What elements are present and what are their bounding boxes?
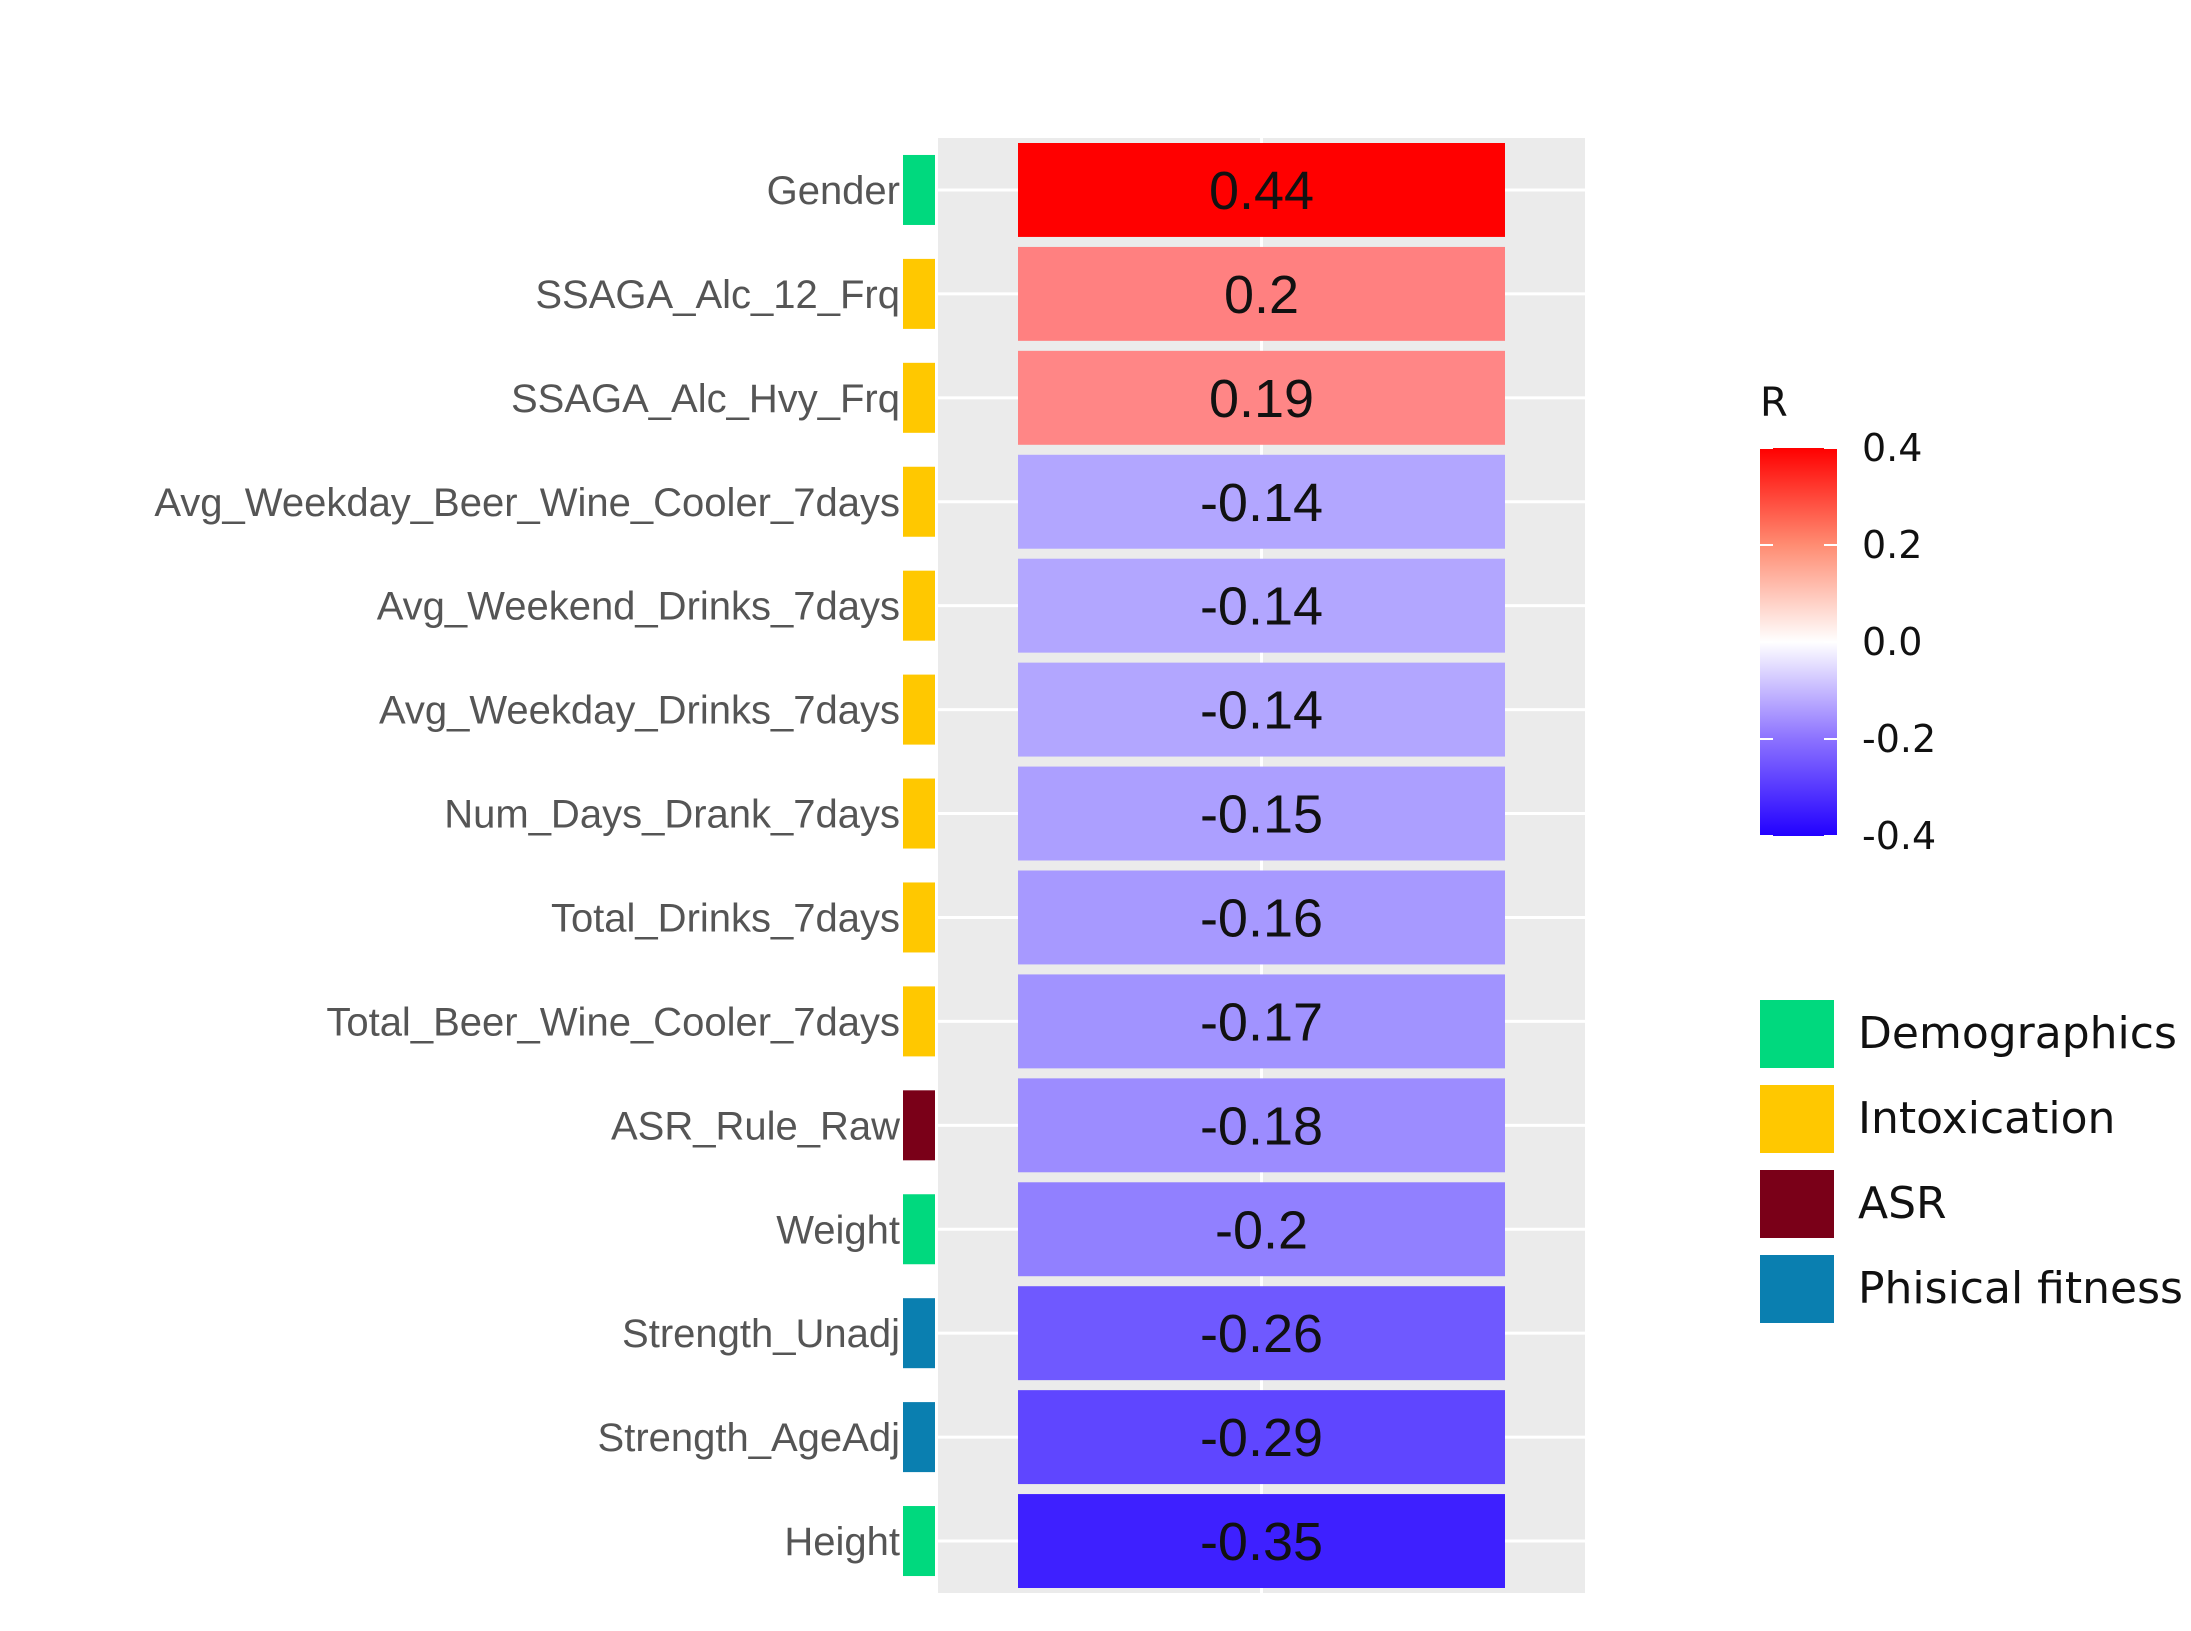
- color-scale-tick-label: 0.2: [1862, 523, 1922, 567]
- cell-value-label: -0.18: [1200, 1096, 1323, 1156]
- category-strip: [903, 1506, 935, 1577]
- row-label: Total_Drinks_7days: [551, 896, 900, 940]
- category-strip: [903, 1402, 935, 1473]
- category-strip: [903, 778, 935, 849]
- cell-value-label: 0.44: [1209, 161, 1314, 221]
- color-scale-ticks: 0.4 0.2 0.0 -0.2 -0.4: [1760, 426, 1936, 858]
- cell-value-label: 0.19: [1209, 369, 1314, 429]
- row-label: Strength_AgeAdj: [598, 1416, 900, 1460]
- heatmap-cell: [1018, 1390, 1505, 1485]
- category-legend-label: Phisical fitness: [1858, 1263, 2183, 1314]
- color-scale-title: R: [1760, 380, 1788, 426]
- category-legend-label: Intoxication: [1858, 1093, 2115, 1144]
- row-label: Height: [784, 1520, 900, 1564]
- heatmap-cell: [1018, 246, 1505, 341]
- heatmap-cell: [1018, 974, 1505, 1069]
- heatmap-cell: [1018, 766, 1505, 861]
- category-legend-swatch: [1760, 1170, 1834, 1238]
- color-scale-tick-label: 0.4: [1862, 426, 1922, 470]
- heatmap-cell: [1018, 1078, 1505, 1173]
- category-strip: [903, 986, 935, 1057]
- heatmap-cells: [1018, 143, 1505, 1588]
- category-legend-label: Demographics: [1858, 1008, 2177, 1059]
- cell-value-label: -0.35: [1200, 1512, 1323, 1572]
- cell-value-label: -0.16: [1200, 888, 1323, 948]
- row-label: Num_Days_Drank_7days: [444, 793, 900, 837]
- color-scale-tick-label: -0.4: [1862, 814, 1936, 858]
- category-legend: Demographics Intoxication ASR Phisical fitn…: [1760, 1000, 2183, 1323]
- cell-value-label: -0.14: [1200, 577, 1323, 637]
- cell-value-label: -0.26: [1200, 1304, 1323, 1364]
- heatmap-cell: [1018, 350, 1505, 445]
- row-label: SSAGA_Alc_Hvy_Frq: [511, 377, 900, 421]
- category-strips: [903, 154, 935, 1577]
- category-strip: [903, 1298, 935, 1369]
- category-strip: [903, 570, 935, 641]
- category-strip: [903, 466, 935, 537]
- color-scale-tick-label: 0.0: [1862, 620, 1922, 664]
- row-label: Total_Beer_Wine_Cooler_7days: [326, 1000, 900, 1044]
- row-label: Avg_Weekday_Drinks_7days: [379, 689, 900, 733]
- cell-value-label: -0.17: [1200, 992, 1323, 1052]
- row-label: Weight: [776, 1208, 900, 1252]
- heatmap-cell: [1018, 870, 1505, 965]
- category-legend-swatch: [1760, 1255, 1834, 1323]
- heatmap-cell: [1018, 662, 1505, 757]
- cell-value-label: 0.2: [1224, 265, 1299, 325]
- category-strip: [903, 1194, 935, 1265]
- category-strip: [903, 154, 935, 225]
- color-scale-tick-label: -0.2: [1862, 717, 1936, 761]
- row-label: ASR_Rule_Raw: [611, 1104, 900, 1148]
- category-legend-swatch: [1760, 1000, 1834, 1068]
- row-label: Avg_Weekday_Beer_Wine_Cooler_7days: [154, 481, 900, 525]
- category-legend-label: ASR: [1858, 1178, 1947, 1229]
- category-strip: [903, 1090, 935, 1161]
- row-label: SSAGA_Alc_12_Frq: [535, 273, 900, 317]
- heatmap-cell: [1018, 454, 1505, 549]
- cell-value-label: -0.29: [1200, 1408, 1323, 1468]
- row-label: Gender: [767, 169, 900, 213]
- category-strip: [903, 882, 935, 953]
- cell-value-label: -0.15: [1200, 785, 1323, 845]
- heatmap-cell-labels: 0.44 0.2 0.19 -0.14 -0.14 -0.14 -0.15 -0.16 -0.1…: [1200, 161, 1323, 1572]
- heatmap-cell: [1018, 1182, 1505, 1277]
- heatmap-cell: [1018, 1286, 1505, 1381]
- category-legend-swatch: [1760, 1085, 1834, 1153]
- row-label: Strength_Unadj: [622, 1312, 900, 1356]
- category-strip: [903, 674, 935, 745]
- heatmap-cell: [1018, 558, 1505, 653]
- category-strip: [903, 362, 935, 433]
- cell-value-label: -0.14: [1200, 681, 1323, 741]
- heatmap-cell: [1018, 143, 1505, 237]
- cell-value-label: -0.14: [1200, 473, 1323, 533]
- row-label: Avg_Weekend_Drinks_7days: [377, 585, 900, 629]
- color-scale-legend: R 0.4 0.2 0.0 -0.2 -0.4: [1760, 380, 1936, 858]
- cell-value-label: -0.2: [1215, 1200, 1308, 1260]
- category-strip: [903, 258, 935, 329]
- heatmap-cell: [1018, 1494, 1505, 1588]
- row-labels: Gender SSAGA_Alc_12_Frq SSAGA_Alc_Hvy_Frq A…: [154, 169, 900, 1564]
